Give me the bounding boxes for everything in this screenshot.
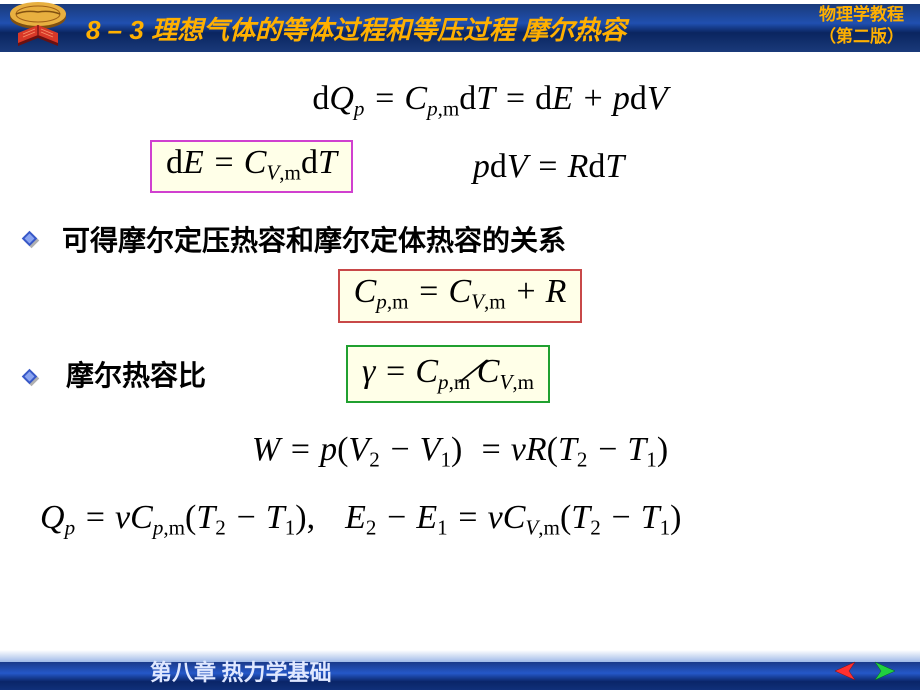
header-title: 8 – 3 理想气体的等体过程和等压过程 摩尔热容 [86,10,626,47]
slide-footer: 第八章 热力学基础 [0,650,920,690]
equation-Cpm-boxed: Cp,m = CV,m + R [338,269,583,323]
footer-text: 第八章 热力学基础 [150,655,332,687]
slide-header: 8 – 3 理想气体的等体过程和等压过程 摩尔热容 物理学教程 （第二版） [0,0,920,56]
equation-gamma-boxed: γ = Cp,m∕CV,m [346,345,550,403]
equation-pdV: pdV = RdT [473,148,624,186]
book-title: 物理学教程 （第二版） [819,4,904,48]
slide-content: dQp = Cp,mdT = dE + pdV dE = CV,mdT pdV … [0,56,920,650]
prev-arrow-button[interactable] [830,659,858,688]
eq-row-3: Cp,m = CV,m + R [20,269,900,323]
nav-arrows [830,659,900,688]
bullet-text-2: 摩尔热容比 [66,361,206,392]
bullet-text-1: 可得摩尔定压热容和摩尔定体热容的关系 [62,219,566,259]
equation-Qp: Qp = νCp,m(T2 − T1), [40,499,315,541]
equation-dQp: dQp = Cp,mdT = dE + pdV [312,80,667,117]
bullet-row-1: 可得摩尔定压热容和摩尔定体热容的关系 [20,219,900,259]
title-text: 理想气体的等体过程和等压过程 摩尔热容 [151,15,626,45]
eq-row-6: Qp = νCp,m(T2 − T1), E2 − E1 = νCV,m(T2 … [20,499,900,541]
chapter-num: 8 – 3 [86,15,144,45]
footer-grad [0,650,920,662]
book-line1: 物理学教程 [819,4,904,26]
eq-row-5: W = p(V2 − V1) = νR(T2 − T1) [20,431,900,473]
bullet-row-2: 摩尔热容比 γ = Cp,m∕CV,m [20,345,900,403]
diamond-bullet-icon [20,229,40,249]
next-arrow-button[interactable] [872,659,900,688]
footer-bar [0,662,920,690]
eq-row-1: dQp = Cp,mdT = dE + pdV [80,80,900,122]
equation-E2E1: E2 − E1 = νCV,m(T2 − T1) [345,499,681,541]
equation-W: W = p(V2 − V1) = νR(T2 − T1) [252,431,668,468]
diamond-bullet-icon [20,367,40,387]
eq-row-2: dE = CV,mdT pdV = RdT [150,140,900,194]
equation-dE-boxed: dE = CV,mdT [150,140,353,194]
logo-icon [6,2,70,50]
book-line2: （第二版） [819,26,904,48]
